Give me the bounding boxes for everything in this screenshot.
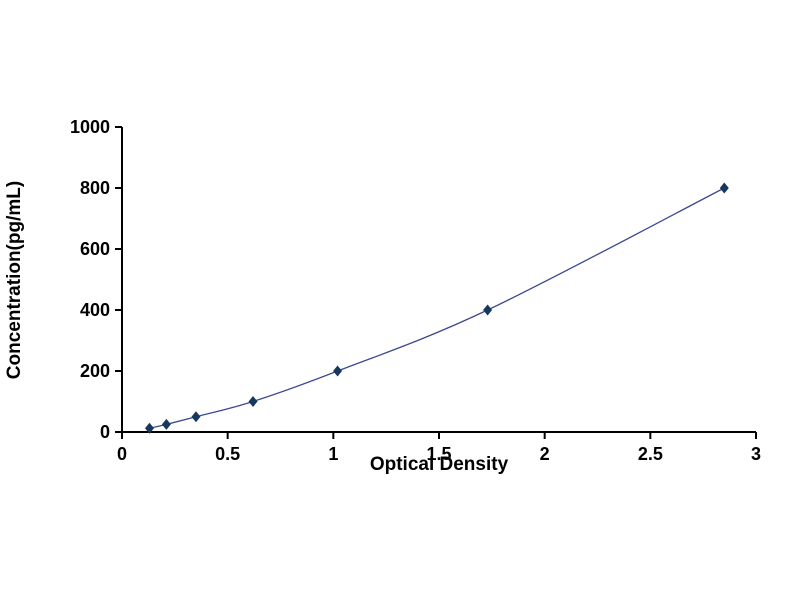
data-point-marker bbox=[161, 418, 171, 430]
y-axis-title: Concentration(pg/mL) bbox=[4, 181, 25, 379]
x-tick-label: 3 bbox=[751, 444, 761, 464]
y-tick-label: 400 bbox=[80, 300, 110, 320]
x-tick-label: 2.5 bbox=[638, 444, 663, 464]
y-tick-label: 0 bbox=[100, 422, 110, 442]
plot-area: 0 0.5 1 1.5 2 2.5 3 0 200 400 600 800 1000 bbox=[70, 117, 761, 464]
data-point-marker bbox=[248, 396, 258, 407]
data-point-marker bbox=[719, 182, 729, 194]
series-line bbox=[149, 187, 725, 429]
x-tick-label: 0.5 bbox=[215, 444, 240, 464]
y-tick-label: 600 bbox=[80, 239, 110, 259]
y-tick-label: 800 bbox=[80, 178, 110, 198]
x-tick-label: 2 bbox=[540, 444, 550, 464]
x-tick-label: 0 bbox=[117, 444, 127, 464]
y-tick-label: 1000 bbox=[70, 117, 110, 137]
data-point-marker bbox=[483, 304, 493, 316]
x-axis-title: Optical Density bbox=[370, 454, 509, 475]
data-point-marker bbox=[144, 422, 154, 434]
x-tick-label: 1 bbox=[328, 444, 338, 464]
x-tick-label: 1.5 bbox=[426, 444, 451, 464]
data-point-marker bbox=[191, 411, 201, 423]
data-point-marker bbox=[333, 365, 343, 377]
y-tick-label: 200 bbox=[80, 361, 110, 381]
